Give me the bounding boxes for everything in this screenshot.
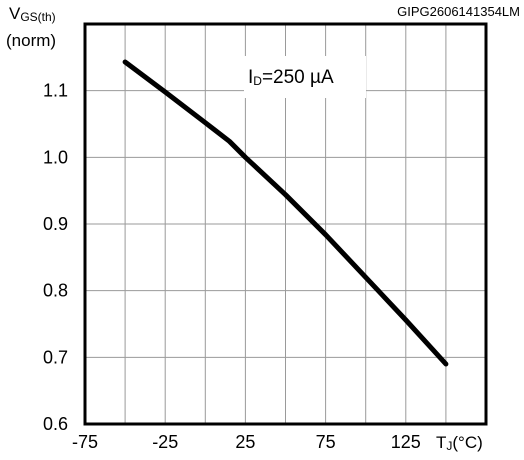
x-tick-label: -75: [72, 432, 98, 452]
y-tick-label: 0.8: [43, 281, 68, 301]
annotation-label: ID=250 µA: [248, 67, 334, 88]
y-axis-label-sub: GS(th): [20, 10, 55, 24]
y-tick-label: 0.7: [43, 347, 68, 367]
series-line: [122, 59, 449, 367]
tick-labels: -75 -25 25 75 125 0.6 0.7 0.8 0.9 1.0 1.1: [43, 81, 421, 452]
annotation-value: =250 µA: [262, 67, 334, 88]
y-axis-label: VGS(th): [9, 4, 56, 24]
y-tick-label: 0.6: [43, 414, 68, 434]
x-axis-label-sub: J: [446, 439, 452, 453]
x-axis-label-main: T: [436, 433, 446, 452]
x-axis-label-unit: (°C): [452, 433, 482, 452]
annotation-sub: D: [253, 74, 262, 88]
annotation-main: I: [248, 67, 253, 88]
x-tick-label: 125: [391, 432, 421, 452]
annotation-background: [244, 56, 366, 98]
x-axis-label: TJ(°C): [436, 433, 483, 453]
figure-code: GIPG2606141354LM: [397, 4, 520, 19]
y-tick-label: 0.9: [43, 214, 68, 234]
x-tick-label: 75: [316, 432, 336, 452]
y-axis-unit: (norm): [6, 31, 56, 50]
y-tick-label: 1.1: [43, 81, 68, 101]
x-tick-label: 25: [235, 432, 255, 452]
y-axis-label-main: V: [9, 4, 21, 23]
x-tick-label: -25: [152, 432, 178, 452]
plot-frame: [83, 22, 488, 426]
y-tick-label: 1.0: [43, 147, 68, 167]
